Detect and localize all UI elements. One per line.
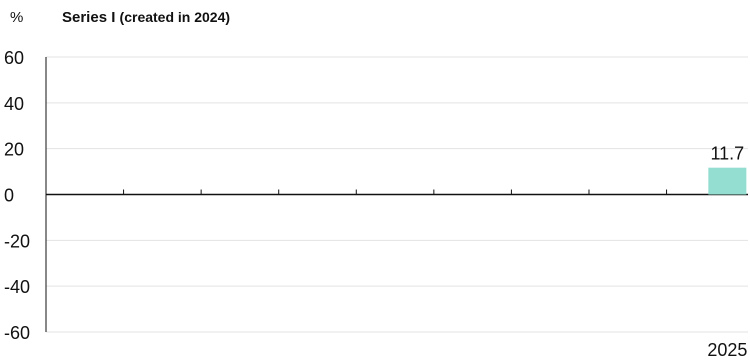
chart-title-text: Series I [62,9,116,26]
unit-label: % [10,9,24,26]
chart-title: Series I (created in 2024) [62,9,230,26]
y-tick-label: -40 [4,277,30,297]
y-tick-label: 60 [4,48,24,68]
x-tick-label: 2025 [707,340,747,360]
data-label: 11.7 [710,144,744,164]
y-tick-label: 0 [4,186,14,206]
y-tick-label: -60 [4,323,30,343]
y-tick-label: 20 [4,140,24,160]
chart-subtitle: (created in 2024) [119,9,231,25]
y-tick-label: -20 [4,231,30,251]
bar [708,167,747,195]
y-tick-label: 40 [4,94,24,114]
